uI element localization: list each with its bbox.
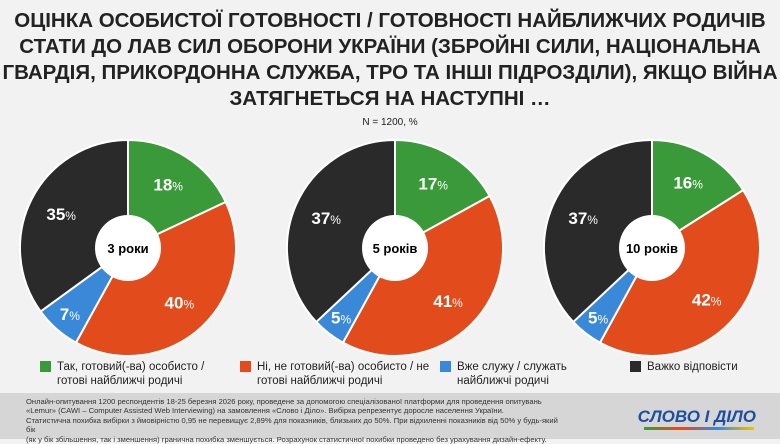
donut-hole xyxy=(362,215,428,281)
data-label-hard-to-say: 35% xyxy=(46,205,76,224)
legend-item-no: Ні, не готовий(-ва) особисто / не готові… xyxy=(240,360,432,388)
donut-chart-10-years: 16% 42% 5% 37% 10 років xyxy=(543,138,761,357)
period-label: 5 років xyxy=(373,241,418,256)
slice-yes xyxy=(394,138,491,250)
legend-label: Важко відповісти xyxy=(647,361,738,373)
data-label-yes: 18% xyxy=(153,176,183,195)
slice-hard-to-say xyxy=(286,138,396,324)
legend-label: Вже служу / служать найближчі родичі xyxy=(457,361,567,387)
legend-swatch xyxy=(630,361,641,372)
data-label-serving: 5% xyxy=(588,309,608,328)
logo-stripe xyxy=(644,427,754,430)
data-label-serving: 5% xyxy=(331,309,351,328)
period-label: 3 роки xyxy=(107,241,148,256)
slice-yes xyxy=(651,138,745,250)
data-label-hard-to-say: 37% xyxy=(311,209,341,228)
legend-label: Ні, не готовий(-ва) особисто / не готові… xyxy=(257,361,430,387)
data-label-no: 40% xyxy=(165,294,195,313)
sample-size: N = 1200, % xyxy=(362,117,418,128)
data-label-yes: 16% xyxy=(673,173,703,192)
data-label-yes: 17% xyxy=(418,174,448,193)
slice-hard-to-say xyxy=(19,138,129,313)
donut-hole xyxy=(95,215,161,281)
logo: СЛОВО І ДІЛО xyxy=(637,407,756,426)
slice-no xyxy=(341,194,504,357)
data-label-serving: 7% xyxy=(60,305,80,324)
donut-chart-5-years: 17% 41% 5% 37% 5 років xyxy=(286,138,504,357)
legend-item-yes: Так, готовий(-ва) особисто / готові найб… xyxy=(40,360,232,388)
slice-no xyxy=(74,200,237,357)
legend-swatch xyxy=(240,361,251,372)
legend-item-serving: Вже служу / служать найближчі родичі xyxy=(440,360,607,388)
methodology-note: Онлайн-опитування 1200 респондентів 18-2… xyxy=(26,397,558,444)
footer: Онлайн-опитування 1200 респондентів 18-2… xyxy=(0,393,780,444)
chart-title: ОЦІНКА ОСОБИСТОЇ ГОТОВНОСТІ / ГОТОВНОСТІ… xyxy=(2,9,778,110)
legend-swatch xyxy=(40,361,51,372)
slice-yes xyxy=(127,138,228,250)
data-label-hard-to-say: 37% xyxy=(568,209,598,228)
donut-chart-3-years: 18% 40% 7% 35% 3 роки xyxy=(19,138,237,357)
donut-hole xyxy=(619,215,685,281)
legend-label: Так, готовий(-ва) особисто / готові найб… xyxy=(57,361,205,387)
slice-no xyxy=(598,188,761,357)
legend-swatch xyxy=(440,361,451,372)
period-label: 10 років xyxy=(626,241,678,256)
slice-hard-to-say xyxy=(543,138,653,324)
data-label-no: 42% xyxy=(692,290,722,309)
data-label-no: 41% xyxy=(433,292,463,311)
legend-item-hard-to-say: Важко відповісти xyxy=(630,360,738,374)
